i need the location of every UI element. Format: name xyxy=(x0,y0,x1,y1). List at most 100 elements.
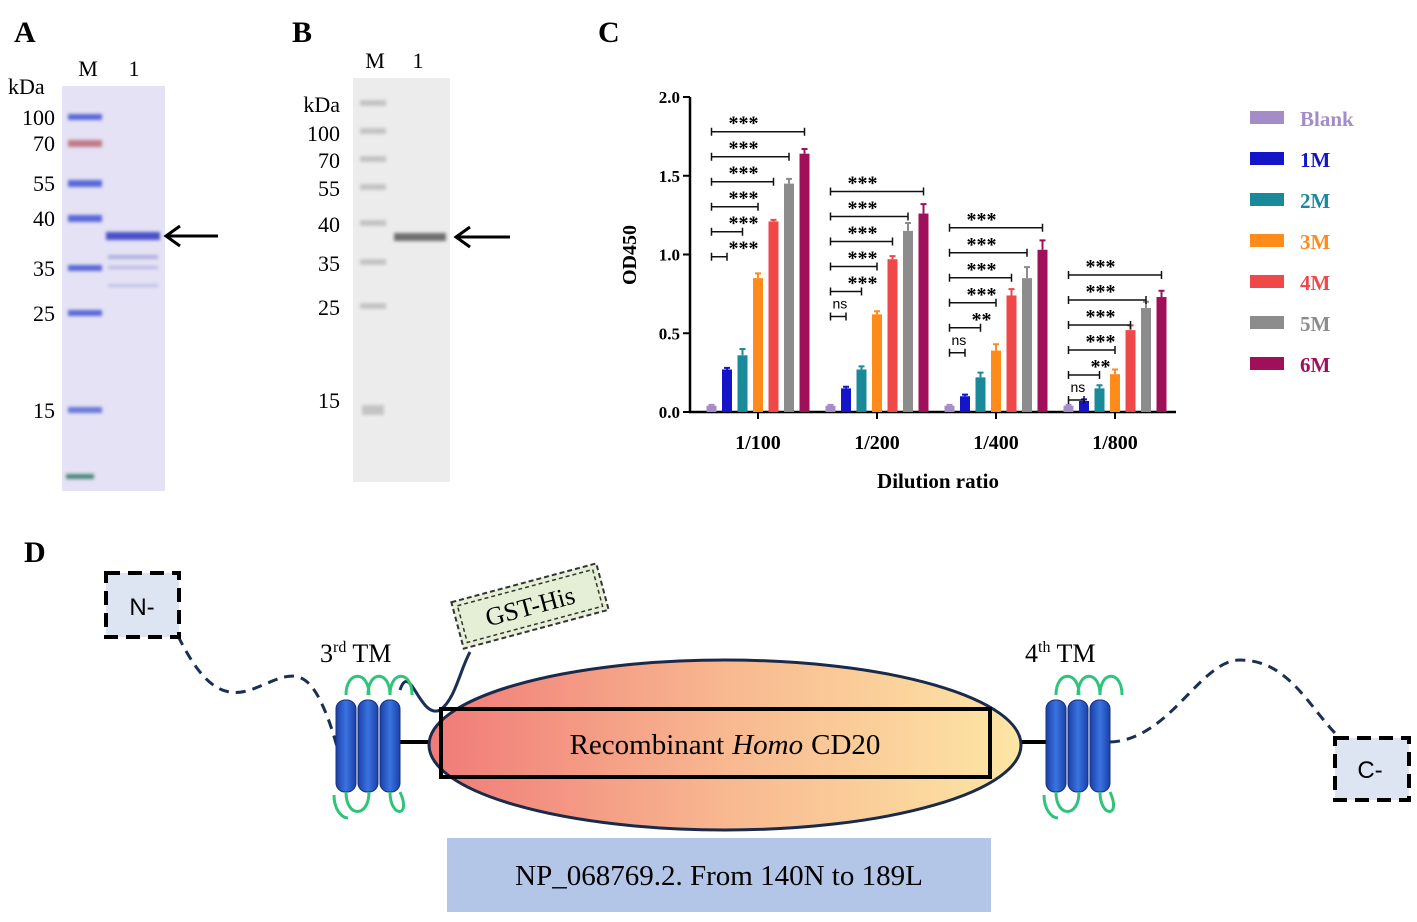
error-bar xyxy=(905,222,911,231)
protein-word: Recombinant xyxy=(570,729,725,761)
tm-ordinal: 3 xyxy=(320,639,333,668)
bar xyxy=(1156,297,1167,412)
error-bar xyxy=(920,203,927,214)
error-bar xyxy=(1065,403,1072,406)
significance-bracket xyxy=(710,252,728,261)
bar xyxy=(975,377,986,412)
tm-ordinal: 4 xyxy=(1025,639,1038,668)
protein-box xyxy=(439,707,992,779)
bar xyxy=(960,396,970,412)
error-bar xyxy=(739,348,746,356)
marker-label: 40 xyxy=(318,212,340,237)
significance-label: *** xyxy=(1086,331,1116,353)
marker-label: 15 xyxy=(318,388,340,413)
bar xyxy=(1006,295,1017,412)
significance-label: *** xyxy=(967,259,997,281)
x-axis-label: Dilution ratio xyxy=(877,469,999,493)
error-bar xyxy=(1112,368,1118,375)
bar xyxy=(706,405,717,412)
lane-label: M xyxy=(78,56,98,81)
error-bar xyxy=(827,403,834,406)
tm-name: TM xyxy=(1056,639,1095,668)
significance-bracket xyxy=(1067,396,1085,405)
n-terminus: N- xyxy=(129,594,154,621)
significance-bracket xyxy=(948,323,982,332)
x-tick-label: 1/100 xyxy=(735,432,781,454)
bar xyxy=(768,221,779,412)
significance-label: ** xyxy=(972,309,992,331)
gel xyxy=(353,78,450,482)
bar xyxy=(872,314,882,412)
bar xyxy=(944,405,955,412)
bar xyxy=(784,183,794,412)
protein-label: Recombinant Homo CD20 xyxy=(570,729,881,761)
legend-swatch xyxy=(1250,275,1284,288)
bands xyxy=(66,114,160,479)
significance-label: *** xyxy=(848,173,878,195)
gel xyxy=(62,86,165,491)
significance-bracket xyxy=(829,237,894,246)
significance-label: *** xyxy=(1086,306,1116,328)
y-tick-label: 2.0 xyxy=(659,88,680,107)
bar xyxy=(1037,249,1048,412)
significance-bracket xyxy=(710,177,775,186)
lane-label: 1 xyxy=(129,56,140,81)
x-tick-label: 1/400 xyxy=(973,432,1019,454)
c-terminus: C- xyxy=(1357,757,1382,784)
bar xyxy=(856,369,867,412)
legend-label: 2M xyxy=(1300,189,1331,213)
significance-bracket xyxy=(829,312,847,321)
significance-label: *** xyxy=(848,248,878,270)
significance-bracket xyxy=(829,287,863,296)
unit-label: kDa xyxy=(303,92,340,117)
tm-suffix: rd xyxy=(333,639,346,656)
panel-label: A xyxy=(14,16,36,49)
significance-bracket xyxy=(829,187,925,196)
marker-label: 100 xyxy=(307,121,340,146)
bar xyxy=(1079,400,1089,412)
y-tick-label: 0.0 xyxy=(659,403,680,422)
error-bar xyxy=(1024,266,1030,279)
marker-label: 55 xyxy=(318,176,340,201)
error-bar xyxy=(1039,239,1046,250)
significance-bracket xyxy=(948,273,1013,282)
panel-a: A M 1 kDa 100 70 55 40 35 25 15 xyxy=(8,16,218,491)
bar xyxy=(841,388,851,412)
significance-bracket xyxy=(710,202,759,211)
significance-bracket xyxy=(1067,321,1132,330)
significance-label: ns xyxy=(1071,379,1086,395)
panel-b: B M 1 kDa 100 70 55 40 35 25 15 xyxy=(292,16,510,482)
significance-label: *** xyxy=(729,238,759,260)
significance-label: *** xyxy=(729,163,759,185)
n-terminus-box xyxy=(104,571,181,639)
marker-label: 70 xyxy=(318,148,340,173)
y-tick-label: 0.5 xyxy=(659,324,680,343)
significance-bracket xyxy=(948,223,1044,232)
panel-label: C xyxy=(598,16,620,49)
error-bar xyxy=(1008,288,1015,296)
marker-label: 35 xyxy=(33,256,55,281)
significance-bracket xyxy=(1067,296,1147,305)
bands xyxy=(360,100,446,415)
error-bar xyxy=(874,310,880,315)
significance-bracket xyxy=(710,152,790,161)
bar xyxy=(737,355,748,412)
significance-bracket xyxy=(829,262,878,271)
error-bar xyxy=(786,177,792,184)
significance-label: *** xyxy=(729,213,759,235)
marker-label: 70 xyxy=(33,131,55,156)
significance-bracket xyxy=(710,127,806,136)
error-bar xyxy=(708,403,715,406)
significance-label: *** xyxy=(729,188,759,210)
error-bar xyxy=(801,147,808,154)
error-bar xyxy=(770,218,777,222)
significance-label: ** xyxy=(1091,356,1111,378)
panel-d: D N- C- Recombinant Homo CD20 3rd TM 4th TM … xyxy=(24,536,1411,912)
bar xyxy=(918,213,929,412)
bar xyxy=(1110,374,1120,412)
bar xyxy=(903,230,913,412)
significance-bracket xyxy=(1067,371,1101,380)
legend-swatch xyxy=(1250,316,1284,329)
